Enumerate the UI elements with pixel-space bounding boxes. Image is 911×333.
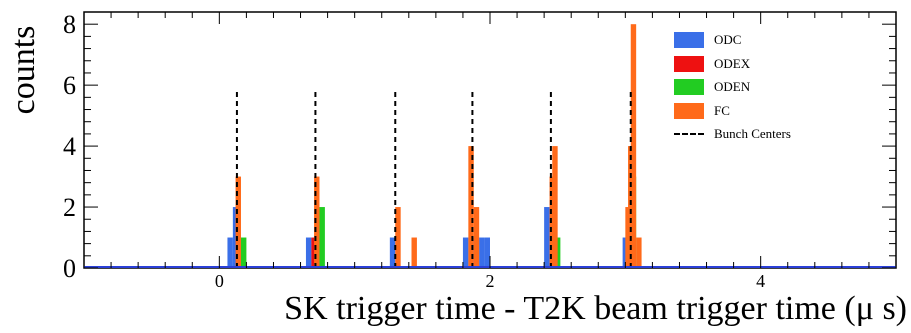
legend-label-oden: ODEN — [714, 79, 750, 95]
legend-item-odc: ODC — [672, 30, 822, 54]
y-tick-label: 6 — [63, 71, 76, 100]
x-axis-title: SK trigger time - T2K beam trigger time … — [284, 290, 907, 328]
legend-item-oden: ODEN — [672, 77, 822, 101]
bar-oden — [319, 207, 324, 268]
bar-odc — [227, 238, 232, 268]
legend-dash-bunch-centers — [674, 133, 704, 135]
y-axis-title: counts — [4, 10, 44, 140]
legend-item-fc: FC — [672, 101, 822, 125]
y-tick-label: 0 — [63, 254, 76, 283]
legend-swatch-odex — [674, 56, 704, 72]
bar-fc — [636, 238, 641, 268]
bar-oden — [241, 238, 246, 268]
legend-label-fc: FC — [714, 103, 730, 119]
legend-label-odex: ODEX — [714, 56, 750, 72]
bar-fc — [412, 238, 417, 268]
legend-swatch-oden — [674, 79, 704, 95]
y-tick-label: 8 — [63, 10, 76, 39]
bar-odc — [463, 238, 468, 268]
y-tick-label: 4 — [63, 132, 76, 161]
x-tick-label: 0 — [215, 271, 224, 291]
legend-item-bunch-centers: Bunch Centers — [672, 124, 822, 148]
legend-swatch-odc — [674, 32, 704, 48]
legend-label-odc: ODC — [714, 32, 741, 48]
bar-fc — [474, 207, 479, 268]
bar-odc — [306, 238, 311, 268]
bar-odc — [544, 207, 549, 268]
y-tick-label: 2 — [63, 193, 76, 222]
legend-item-odex: ODEX — [672, 54, 822, 78]
bar-odc — [485, 238, 490, 268]
legend-label-bunch-centers: Bunch Centers — [714, 126, 791, 142]
legend: ODC ODEX ODEN FC Bunch Centers — [672, 30, 822, 148]
legend-swatch-fc — [674, 103, 704, 119]
x-tick-label: 4 — [756, 271, 765, 291]
x-tick-label: 2 — [486, 271, 495, 291]
bar-odc — [479, 238, 484, 268]
bar-fc — [552, 146, 557, 268]
